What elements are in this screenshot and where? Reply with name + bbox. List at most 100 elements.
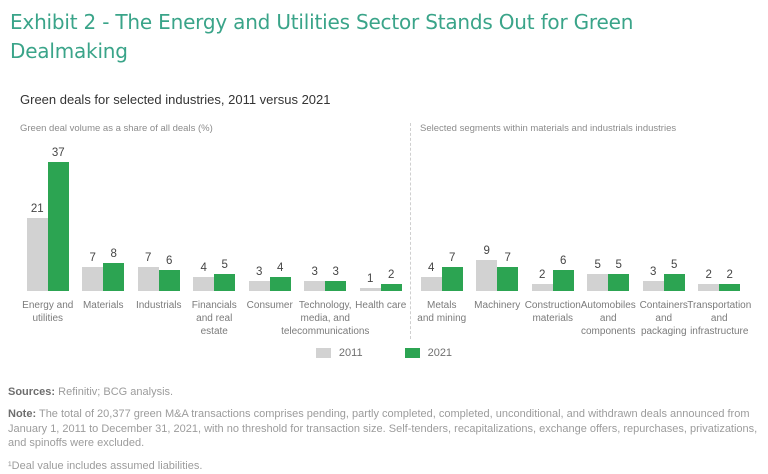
bar-value-label: 7 [504,251,511,264]
bar-value-label: 6 [560,255,567,267]
footnote-line: ¹Deal value includes assumed liabilities… [8,460,203,473]
chart-panels: Green deal volume as a share of all deal… [20,123,768,339]
bar-2021 [441,266,463,291]
legend-swatch-2011 [315,347,331,358]
category-column: 7 6 Industrials [131,145,187,339]
bar-2011 [137,266,159,291]
sources-text: Refinitiv; BCG analysis. [58,385,174,398]
category-label: Energy and utilities [22,300,74,325]
bar-value-label: 3 [256,265,263,278]
category-label: Technology, media, and telecommunication… [281,300,370,338]
bar-2021 [103,263,125,291]
bar-2021 [47,161,69,291]
legend-label-2011: 2011 [338,346,363,359]
bar-2011 [587,273,609,291]
category-label: Health care [355,300,407,311]
sources-label: Sources: [8,385,56,398]
category-column: 2 6 Construction materials [525,145,581,339]
category-column: 4 7 Metals and mining [414,145,470,339]
category-column: 4 5 Financials and real estate [187,145,243,339]
bar-value-label: 2 [539,269,546,281]
legend-item-2021: 2021 [404,346,453,359]
bar-2011 [476,259,498,291]
bar-2011 [193,277,215,291]
bar-2011 [420,277,442,291]
bar-2011 [359,287,381,291]
legend-label-2021: 2021 [427,346,453,359]
bar-value-label: 9 [483,244,490,257]
bar-value-label: 3 [311,265,318,278]
category-column: 1 2 Health care [353,145,409,339]
bar-value-label: 5 [615,258,622,271]
bar-2021 [497,266,519,291]
bar-2021 [269,277,291,291]
legend-swatch-2021 [404,347,420,358]
bar-value-label: 7 [449,251,456,264]
bar-value-label: 37 [51,146,65,159]
bar-value-label: 7 [145,251,152,264]
bar-2021 [214,273,236,291]
bar-value-label: 2 [705,269,712,281]
bar-value-label: 5 [221,258,228,271]
chart-legend: 2011 2021 [0,347,768,359]
bar-2021 [380,284,402,291]
category-column: 3 5 Containers and packaging [636,145,692,339]
legend-item-2011: 2011 [315,346,363,359]
category-column: 3 4 Consumer [242,145,298,339]
bar-value-label: 8 [110,248,117,260]
bar-2011 [82,266,104,291]
bar-2011 [642,280,664,291]
category-column: 7 8 Materials [76,145,132,339]
bar-value-label: 6 [166,255,173,267]
bar-value-label: 7 [89,251,96,264]
bar-2011 [698,284,720,291]
category-label: Financials and real estate [191,300,237,338]
bar-2021 [552,270,574,291]
bar-2011 [531,284,553,291]
bar-2021 [719,284,741,291]
bar-value-label: 2 [726,269,733,281]
bar-2021 [325,280,347,291]
category-column: 9 7 Machinery [470,145,526,339]
sources-line: Sources: Refinitiv; BCG analysis. [8,385,760,400]
note-line: Note: The total of 20,377 green M&A tran… [8,407,760,451]
bar-2011 [26,217,48,291]
bar-value-label: 21 [30,202,44,215]
category-label: Transportation and infrastructure [687,300,752,338]
panel-label: Selected segments within materials and i… [420,123,677,134]
bar-2021 [158,270,180,291]
category-label: Containers and packaging [639,300,688,338]
bar-2011 [248,280,270,291]
bar-value-label: 5 [594,258,601,271]
category-label: Materials [82,300,124,311]
note-text: The total of 20,377 green M&A transactio… [8,408,758,450]
exhibit-title: Exhibit 2 - The Energy and Utilities Sec… [10,10,634,63]
bar-value-label: 4 [200,262,207,274]
bar-2011 [304,280,326,291]
bar-value-label: 3 [332,265,339,278]
category-label: Industrials [135,300,182,311]
bar-value-label: 2 [388,269,395,281]
bar-2021 [608,273,630,291]
chart-panel: Green deal volume as a share of all deal… [20,123,410,339]
category-column: 3 3 Technology, media, and telecommunicati… [281,145,369,339]
category-label: Machinery [474,300,521,311]
bar-value-label: 4 [277,262,284,274]
bar-value-label: 4 [428,262,435,274]
bar-value-label: 1 [367,272,374,285]
chart-panel: Selected segments within materials and i… [410,123,751,339]
note-label: Note: [8,408,37,421]
panel-label: Green deal volume as a share of all deal… [20,123,213,134]
category-label: Automobiles and components [580,300,636,338]
category-label: Consumer [246,300,293,311]
category-label: Construction materials [524,300,581,325]
bar-value-label: 5 [671,258,678,271]
category-column: 2 2 Transportation and infrastructure [687,145,751,339]
category-label: Metals and mining [417,300,467,325]
footer: Sources: Refinitiv; BCG analysis. Note: … [8,385,760,474]
chart-subtitle: Green deals for selected industries, 201… [20,92,331,107]
category-column: 5 5 Automobiles and components [581,145,637,339]
bar-value-label: 3 [650,265,657,278]
category-column: 21 37 Energy and utilities [20,145,76,339]
